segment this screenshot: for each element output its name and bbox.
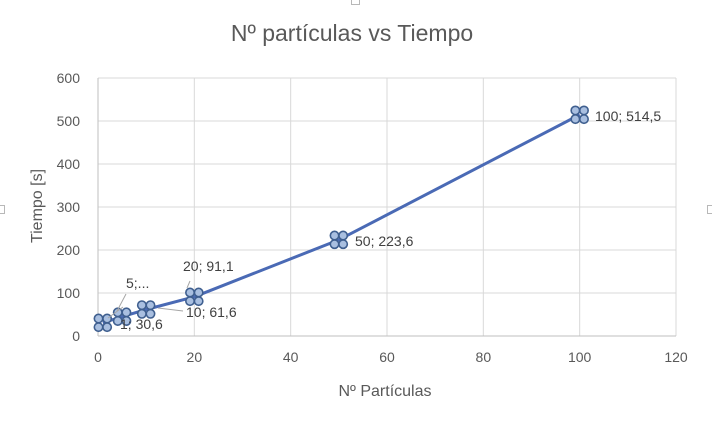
- data-point: [136, 300, 156, 319]
- x-tick-label: 60: [379, 349, 395, 365]
- y-tick-label: 300: [57, 199, 81, 215]
- x-axis-label: Nº Partículas: [339, 383, 432, 400]
- y-tick-label: 600: [57, 70, 81, 86]
- chart-title: Nº partículas vs Tiempo: [231, 20, 473, 46]
- x-tick-label: 120: [664, 349, 688, 365]
- data-label: 50; 223,6: [355, 233, 414, 249]
- y-tick-label: 100: [57, 285, 81, 301]
- data-label: 1; 30,6: [120, 316, 163, 332]
- data-point: [329, 230, 349, 250]
- chart-resize-handle-top[interactable]: [351, 0, 360, 5]
- series-layer: [93, 105, 589, 333]
- y-axis-label: Tiempo [s]: [29, 169, 46, 243]
- chart-resize-handle-right[interactable]: [707, 205, 712, 214]
- data-label: 20; 91,1: [183, 258, 234, 274]
- data-point: [112, 307, 132, 326]
- x-tick-label: 20: [187, 349, 203, 365]
- x-tick-label: 0: [94, 349, 102, 365]
- x-tick-label: 100: [568, 349, 592, 365]
- y-tick-label: 200: [57, 242, 81, 258]
- data-label-leader: [116, 293, 127, 312]
- data-label-leader: [186, 280, 191, 289]
- y-tick-label: 500: [57, 113, 81, 129]
- data-label: 5;...: [126, 275, 149, 291]
- x-tick-label: 80: [476, 349, 492, 365]
- data-point: [570, 105, 589, 125]
- data-label-leader: [107, 306, 124, 319]
- chart-resize-handle-left[interactable]: [0, 205, 5, 214]
- data-point: [93, 313, 113, 333]
- series-line: [102, 113, 581, 325]
- grid: [98, 77, 677, 336]
- data-label: 100; 514,5: [595, 108, 661, 124]
- data-label: 10; 61,6: [186, 304, 237, 320]
- y-tick-label: 0: [72, 328, 80, 344]
- y-tick-label: 400: [57, 156, 81, 172]
- data-point: [185, 287, 204, 307]
- axes: 0 100 200 300 400 500 600 0 20 40 60 80 100 120: [57, 70, 688, 365]
- data-labels: 1; 30,6 5;... 10; 61,6 20; 91,1 50; 223,6 100…: [107, 108, 661, 332]
- x-tick-label: 40: [283, 349, 299, 365]
- data-label-leader: [157, 307, 184, 312]
